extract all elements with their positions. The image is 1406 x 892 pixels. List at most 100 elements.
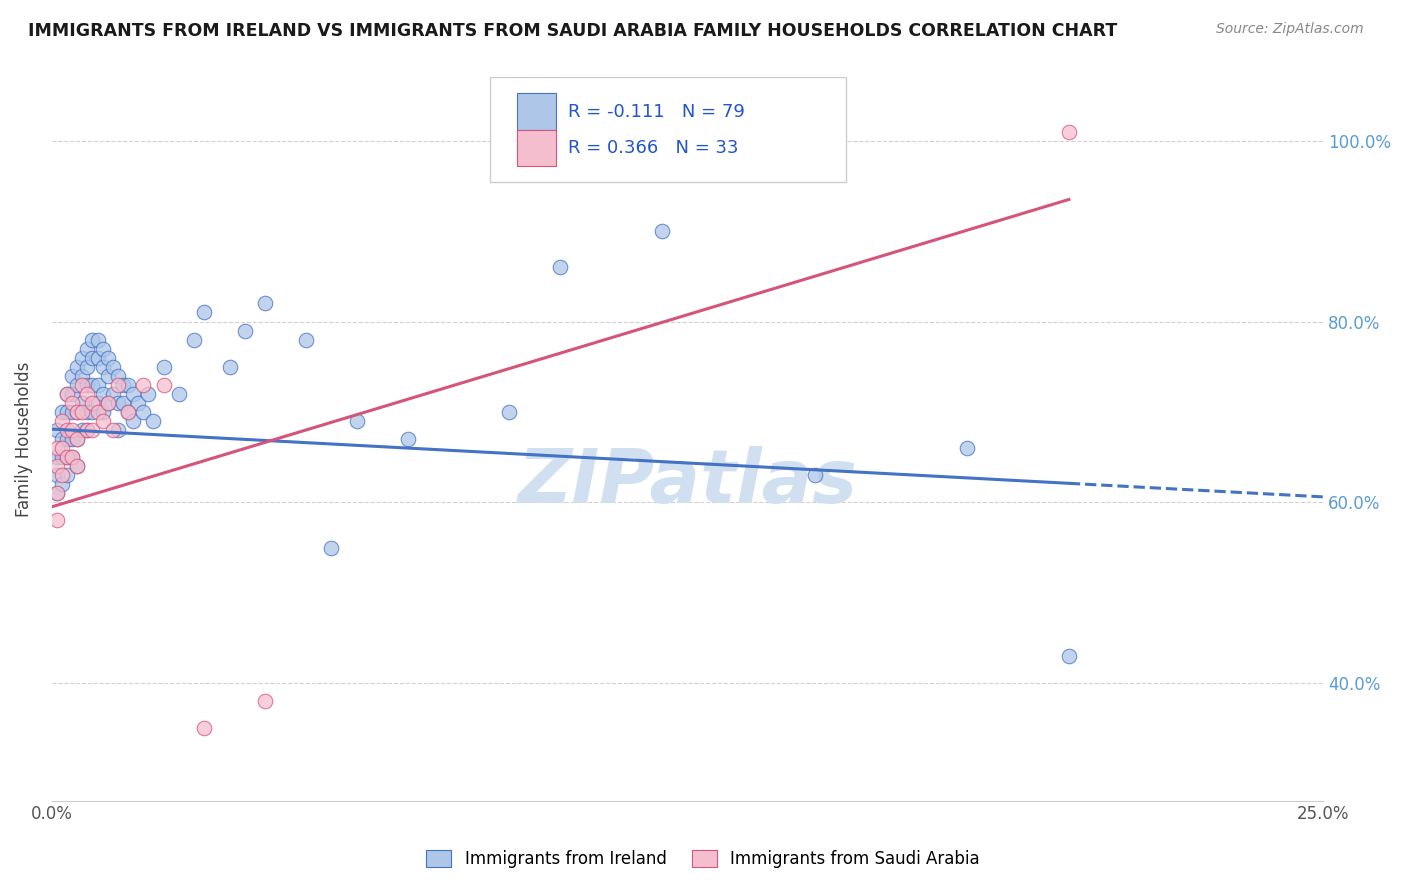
Point — [91, 387, 114, 401]
Point — [101, 423, 124, 437]
Point — [82, 396, 104, 410]
Point — [183, 333, 205, 347]
Legend: Immigrants from Ireland, Immigrants from Saudi Arabia: Immigrants from Ireland, Immigrants from… — [420, 843, 986, 875]
Point — [56, 450, 79, 464]
Point — [117, 405, 139, 419]
Point — [346, 414, 368, 428]
Point — [66, 459, 89, 474]
Point — [66, 405, 89, 419]
Point — [56, 405, 79, 419]
Point — [254, 694, 277, 708]
Point — [66, 359, 89, 374]
Point — [60, 450, 83, 464]
Point — [138, 387, 160, 401]
Point — [56, 450, 79, 464]
Point — [45, 441, 67, 455]
Point — [45, 486, 67, 500]
Point — [76, 423, 98, 437]
Point — [550, 260, 572, 275]
Point — [107, 368, 129, 383]
Point — [60, 423, 83, 437]
Point — [45, 468, 67, 483]
Point — [132, 405, 155, 419]
Point — [72, 423, 94, 437]
Point — [956, 441, 979, 455]
Point — [56, 387, 79, 401]
Point — [82, 423, 104, 437]
Point — [127, 396, 149, 410]
Point — [72, 377, 94, 392]
Point — [122, 387, 145, 401]
Point — [107, 377, 129, 392]
Point — [97, 396, 120, 410]
Point — [56, 387, 79, 401]
Point — [132, 377, 155, 392]
Point — [91, 342, 114, 356]
Point — [117, 405, 139, 419]
Point — [295, 333, 318, 347]
FancyBboxPatch shape — [517, 129, 557, 167]
Point — [76, 342, 98, 356]
Point — [66, 432, 89, 446]
Point — [107, 396, 129, 410]
Point — [117, 377, 139, 392]
FancyBboxPatch shape — [517, 94, 557, 130]
Point — [60, 396, 83, 410]
Point — [60, 405, 83, 419]
Point — [122, 414, 145, 428]
Point — [51, 441, 73, 455]
Point — [254, 296, 277, 310]
Point — [72, 396, 94, 410]
Point — [91, 359, 114, 374]
Point — [111, 396, 134, 410]
Point — [152, 359, 174, 374]
Point — [56, 432, 79, 446]
Point — [396, 432, 419, 446]
Point — [76, 359, 98, 374]
Point — [803, 468, 825, 483]
Text: IMMIGRANTS FROM IRELAND VS IMMIGRANTS FROM SAUDI ARABIA FAMILY HOUSEHOLDS CORREL: IMMIGRANTS FROM IRELAND VS IMMIGRANTS FR… — [28, 22, 1118, 40]
Point — [76, 387, 98, 401]
Point — [51, 468, 73, 483]
Point — [56, 423, 79, 437]
Point — [233, 324, 256, 338]
Point — [101, 387, 124, 401]
Point — [60, 432, 83, 446]
Point — [60, 450, 83, 464]
Point — [45, 459, 67, 474]
Point — [86, 405, 108, 419]
Point — [66, 432, 89, 446]
Point — [91, 414, 114, 428]
Point — [60, 368, 83, 383]
Point — [218, 359, 240, 374]
Point — [651, 224, 673, 238]
Point — [51, 450, 73, 464]
Y-axis label: Family Households: Family Households — [15, 361, 32, 516]
Point — [45, 513, 67, 527]
Text: ZIPatlas: ZIPatlas — [517, 446, 858, 519]
Point — [76, 405, 98, 419]
Point — [82, 405, 104, 419]
Point — [82, 351, 104, 365]
Point — [76, 377, 98, 392]
Point — [97, 351, 120, 365]
Point — [51, 432, 73, 446]
Point — [321, 541, 343, 555]
Point — [167, 387, 190, 401]
Point — [72, 405, 94, 419]
Text: R = -0.111   N = 79: R = -0.111 N = 79 — [568, 103, 745, 120]
Point — [86, 396, 108, 410]
Point — [97, 368, 120, 383]
Point — [101, 359, 124, 374]
Point — [97, 396, 120, 410]
Point — [66, 377, 89, 392]
Point — [45, 423, 67, 437]
Point — [91, 405, 114, 419]
Text: R = 0.366   N = 33: R = 0.366 N = 33 — [568, 139, 738, 157]
Point — [86, 333, 108, 347]
Point — [82, 333, 104, 347]
Point — [111, 377, 134, 392]
Point — [56, 468, 79, 483]
Point — [45, 450, 67, 464]
Point — [142, 414, 165, 428]
